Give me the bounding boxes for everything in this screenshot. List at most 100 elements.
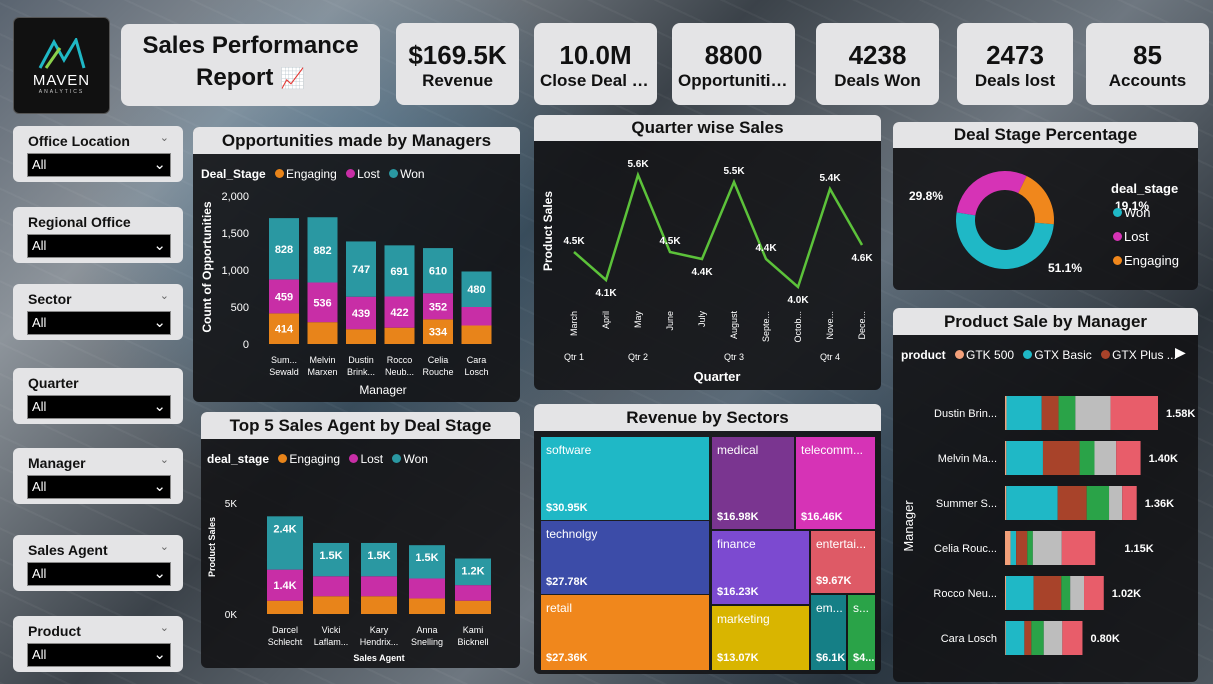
top5-agents-panel: Top 5 Sales Agent by Deal Stage deal_sta…	[201, 412, 520, 668]
data-label: 4.5K	[659, 236, 681, 247]
bar-segment	[1122, 486, 1137, 520]
bar-segment-won	[267, 516, 303, 570]
quarter-tick-label: Qtr 4	[820, 352, 840, 362]
slicer-dropdown[interactable]: All ⌄	[27, 311, 171, 335]
panel-title: Product Sale by Manager	[893, 308, 1198, 335]
treemap-cell[interactable]: medical $16.98K	[712, 437, 794, 529]
bar-segment	[1116, 441, 1141, 475]
bar-segment	[1006, 396, 1042, 430]
bar-segment-lost	[267, 569, 303, 601]
legend-item[interactable]: Lost	[360, 452, 384, 466]
chevron-down-icon[interactable]: ⌄	[159, 290, 169, 302]
x-axis-label: Manager	[359, 383, 406, 397]
bar-segment-lost	[307, 282, 338, 323]
treemap-cell-name: entertai...	[816, 537, 867, 551]
legend-item[interactable]: Lost	[357, 167, 380, 181]
sales-line	[573, 171, 864, 290]
data-label: 5.5K	[723, 166, 745, 177]
x-tick-label: Celia	[428, 355, 449, 365]
treemap-cell[interactable]: technolgy $27.78K	[541, 521, 709, 594]
y-tick-label: 1,500	[221, 228, 249, 240]
x-tick-label: Melvin	[309, 355, 335, 365]
slicer-regional-office: Regional Office All ⌄	[13, 207, 183, 263]
x-tick-label: Dece...	[857, 311, 867, 340]
bar-segment	[1016, 531, 1028, 565]
bar-segment-engaging	[384, 327, 415, 344]
legend-dot	[1113, 208, 1122, 217]
treemap-cell[interactable]: em... $6.1K	[811, 595, 846, 670]
y-tick-label: 5K	[225, 499, 238, 510]
kpi-value: 10.0M	[559, 40, 632, 70]
legend-dot	[1113, 232, 1122, 241]
treemap-cell[interactable]: software $30.95K	[541, 437, 709, 520]
data-label: 334	[429, 327, 448, 339]
panel-title: Quarter wise Sales	[534, 115, 881, 141]
slicer-value: All	[32, 399, 47, 414]
legend-item[interactable]: GTK 500	[966, 348, 1015, 362]
data-label: 536	[313, 297, 331, 309]
bar-segment-won	[346, 241, 376, 297]
x-tick-label: August	[729, 311, 739, 340]
legend-item[interactable]: Engaging	[286, 167, 337, 181]
legend-dot	[389, 169, 399, 178]
bar-segment-won	[409, 545, 445, 579]
chevron-down-icon[interactable]: ⌄	[159, 454, 169, 466]
data-label: 1.02K	[1112, 588, 1141, 600]
legend-item[interactable]: Won	[403, 452, 428, 466]
legend-next-icon[interactable]: ▶	[1175, 344, 1186, 360]
treemap-cell[interactable]: retail $27.36K	[541, 595, 709, 670]
slicer-dropdown[interactable]: All ⌄	[27, 395, 171, 419]
legend: product GTK 500 GTX Basic GTX Plus ...	[901, 348, 1177, 362]
slicer-dropdown[interactable]: All ⌄	[27, 234, 171, 258]
legend-title: deal_stage	[207, 452, 270, 466]
slicer-value: All	[32, 479, 47, 494]
chevron-down-icon[interactable]: ⌄	[159, 622, 169, 634]
bar-segment-won	[423, 248, 453, 294]
treemap-cell[interactable]: entertai... $9.67K	[811, 531, 875, 593]
legend-item[interactable]: GTX Basic	[1034, 348, 1092, 362]
slicer-label: Sector	[28, 291, 72, 307]
product-bar-chart: Manager Dustin Brin... 1.58K Melvin Ma... 1…	[901, 396, 1195, 655]
slicer-dropdown[interactable]: All ⌄	[27, 643, 171, 667]
donut-legend: deal_stage Won Lost Engaging	[1111, 177, 1179, 273]
slicer-sales-agent: Sales Agent ⌄ All ⌄	[13, 535, 183, 591]
x-tick-label: Schlecht	[268, 637, 303, 647]
slicer-dropdown[interactable]: All ⌄	[27, 475, 171, 499]
data-label: 4.1K	[595, 288, 617, 299]
bar-segment-won	[313, 542, 349, 577]
chevron-down-icon: ⌄	[153, 478, 166, 495]
chevron-down-icon[interactable]: ⌄	[159, 541, 169, 553]
x-tick-label: Anna	[416, 625, 437, 635]
kpi-value: 2473	[986, 40, 1044, 70]
slicer-dropdown[interactable]: All ⌄	[27, 153, 171, 177]
bar-segment	[1075, 396, 1111, 430]
legend-item[interactable]: GTX Plus ...	[1112, 348, 1177, 362]
legend-dot	[346, 169, 356, 178]
treemap-cell-value: $13.07K	[717, 652, 759, 664]
legend-item[interactable]: Engaging	[1124, 253, 1179, 268]
treemap-cell[interactable]: marketing $13.07K	[712, 606, 809, 670]
legend-item[interactable]: Engaging	[289, 452, 341, 466]
chevron-down-icon[interactable]: ⌄	[159, 132, 169, 144]
bar-segment	[1094, 441, 1117, 475]
treemap-cell[interactable]: s... $4...	[848, 595, 875, 670]
legend-item[interactable]: Won	[400, 167, 425, 181]
slicer-dropdown[interactable]: All ⌄	[27, 562, 171, 586]
legend-item[interactable]: Won	[1124, 205, 1151, 220]
legend-item[interactable]: Lost	[1124, 229, 1149, 244]
treemap-cell-name: retail	[546, 601, 573, 615]
bar-segment	[1061, 576, 1071, 610]
bar-segment-engaging	[267, 600, 303, 614]
panel-title: Revenue by Sectors	[534, 404, 881, 431]
revenue-by-sectors-panel: Revenue by Sectors software $30.95K techno…	[534, 404, 881, 674]
x-tick-label: March	[569, 311, 579, 336]
bar-segment	[1027, 531, 1033, 565]
treemap-cell[interactable]: telecomm... $16.46K	[796, 437, 875, 529]
slicer-label: Regional Office	[28, 214, 131, 230]
bar-segment-engaging	[409, 598, 445, 614]
maven-logo: MAVEN ANALYTICS	[13, 17, 110, 114]
bar-segment	[1061, 531, 1096, 565]
x-tick-label: Laflam...	[314, 637, 349, 647]
slicer-value: All	[32, 566, 47, 581]
treemap-cell[interactable]: finance $16.23K	[712, 531, 809, 604]
